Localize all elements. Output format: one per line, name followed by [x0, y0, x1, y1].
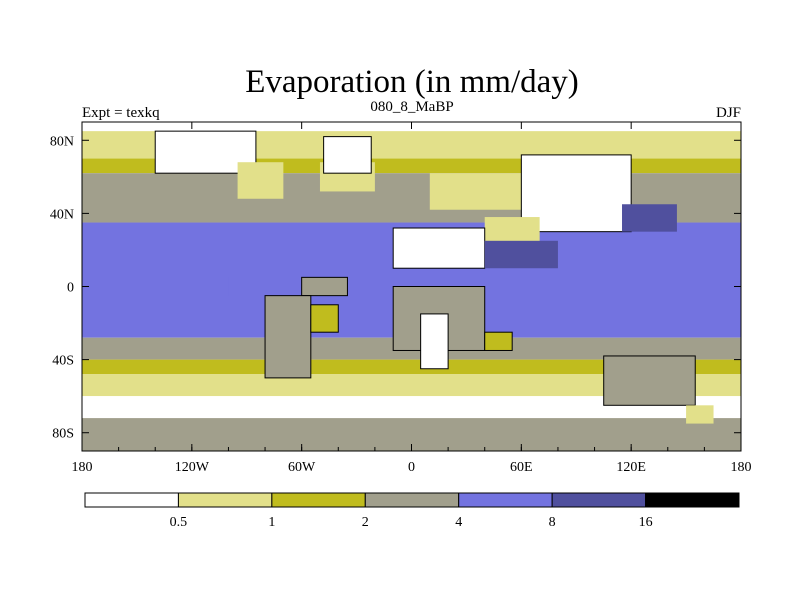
- y-tick-label-2: 0: [67, 281, 74, 296]
- colorbar-label-4: 8: [549, 515, 556, 530]
- region-15: [484, 331, 513, 351]
- x-tick-label-0: 180: [72, 460, 93, 475]
- region-9: [622, 204, 677, 232]
- x-tick-label-2: 60W: [288, 460, 316, 475]
- colorbar-label-1: 1: [268, 515, 275, 530]
- colorbar-label-0: 0.5: [170, 515, 188, 530]
- band-8: [82, 396, 741, 419]
- region-17: [686, 405, 714, 424]
- region-8: [484, 240, 558, 269]
- band-6: [82, 359, 741, 375]
- colorbar-label-5: 16: [639, 515, 653, 530]
- colorbar-swatch-6: [645, 492, 740, 508]
- colorbar-swatch-2: [271, 492, 366, 508]
- region-11: [264, 295, 312, 379]
- x-tick-label-3: 0: [408, 460, 415, 475]
- region-14: [420, 313, 449, 370]
- band-7: [82, 374, 741, 397]
- region-3: [323, 136, 372, 174]
- colorbar-swatch-3: [364, 492, 460, 508]
- right-label: DJF: [716, 105, 741, 121]
- colorbar-label-2: 2: [362, 515, 369, 530]
- y-tick-label-3: 40S: [52, 354, 74, 369]
- axis-ticks: 180 120W 60W 0 60E 120E 180 80N 40N 0 40S 80S: [50, 122, 752, 475]
- region-4: [429, 173, 522, 210]
- chart-title: Evaporation (in mm/day): [245, 64, 579, 100]
- region-1: [237, 162, 284, 199]
- colorbar-swatch-4: [458, 492, 553, 508]
- x-tick-label-5: 120E: [616, 460, 646, 475]
- x-tick-label-1: 120W: [175, 460, 210, 475]
- colorbar-swatch-1: [177, 492, 273, 508]
- y-tick-label-1: 40N: [50, 207, 74, 222]
- x-tick-label-6: 180: [731, 460, 752, 475]
- region-10: [301, 276, 348, 297]
- region-18: [182, 277, 229, 296]
- region-12: [310, 304, 339, 333]
- colorbar-label-3: 4: [455, 515, 462, 530]
- colorbar: 0.5 1 2 4 8 16: [84, 492, 740, 530]
- left-label: Expt = texkq: [82, 105, 160, 121]
- colorbar-swatch-5: [551, 492, 647, 508]
- region-16: [603, 355, 696, 406]
- y-tick-label-4: 80S: [52, 427, 74, 442]
- map-plot-area: [82, 122, 741, 451]
- region-7: [392, 227, 486, 269]
- y-tick-label-0: 80N: [50, 134, 74, 149]
- colorbar-swatch-0: [84, 492, 179, 508]
- center-label: 080_8_MaBP: [370, 99, 453, 115]
- x-tick-label-4: 60E: [510, 460, 533, 475]
